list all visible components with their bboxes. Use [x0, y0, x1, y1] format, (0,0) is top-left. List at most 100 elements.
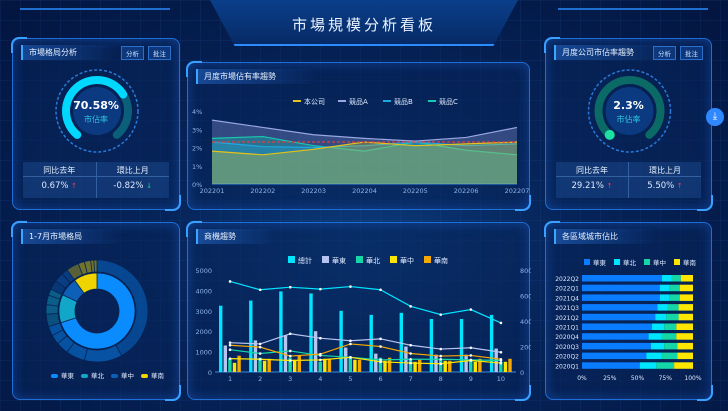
- stat-label: 環比上月: [629, 162, 701, 177]
- bar-總計: [429, 318, 434, 372]
- bar-華北: [646, 352, 662, 360]
- legend-swatch: [288, 256, 295, 263]
- annotate-button[interactable]: 批注: [148, 46, 171, 60]
- bar-華南: [676, 323, 693, 330]
- bar-華東: [582, 284, 660, 292]
- bar-華中: [666, 313, 679, 321]
- line-point: [288, 285, 292, 289]
- legend-swatch: [674, 259, 680, 265]
- line-point: [439, 362, 443, 366]
- line-point: [469, 346, 473, 350]
- bar-總計: [219, 305, 223, 372]
- bar-華北: [657, 304, 668, 311]
- y-tick-label: 0%: [192, 181, 202, 189]
- legend-swatch: [424, 256, 431, 263]
- x-tick-label: 6: [378, 375, 382, 383]
- legend-swatch: [390, 256, 397, 263]
- analyze-button[interactable]: 分析: [121, 46, 144, 60]
- line-point: [439, 347, 443, 351]
- bar-總計: [489, 314, 494, 372]
- x-tick-label: 10: [497, 375, 505, 383]
- arrow-up-icon: ↑: [676, 182, 683, 190]
- line-point: [228, 280, 232, 283]
- line-point: [288, 332, 292, 336]
- line-point: [319, 287, 322, 291]
- bar-華北: [650, 342, 665, 350]
- bar-華北: [408, 359, 413, 372]
- bar-華中: [671, 275, 681, 282]
- company-panel: 月度公司市佔率趨勢 分析 批注 2.3% 市佔率 同比去年 29.21% ↑ 環比上…: [544, 37, 713, 211]
- bar-華北: [348, 357, 352, 372]
- header-wing-right: [558, 8, 708, 24]
- line-point: [379, 360, 382, 364]
- line-華北: [229, 349, 501, 362]
- legend-label: 華東: [61, 371, 75, 380]
- x-tick-label: 9: [469, 375, 473, 383]
- x-tick-label: 202204: [352, 187, 377, 195]
- bar-總計: [309, 293, 313, 372]
- legend-swatch: [644, 259, 650, 265]
- legend-label: 華南: [434, 256, 448, 265]
- bar-華北: [469, 360, 473, 372]
- line-point: [469, 308, 473, 311]
- header: 市場規模分析看板: [210, 0, 518, 46]
- arrow-up-icon: ↑: [71, 182, 78, 190]
- line-point: [499, 350, 503, 354]
- y-tick-label: 2020Q1: [555, 363, 579, 370]
- legend-label: 華北: [623, 258, 637, 267]
- gauge-label: 市佔率: [84, 115, 108, 124]
- line-point: [349, 342, 352, 346]
- legend-label: 華東: [593, 258, 607, 267]
- line-point: [409, 343, 412, 347]
- bar-華南: [357, 359, 362, 372]
- y-tick-label: 3%: [192, 126, 202, 134]
- line-point: [439, 357, 443, 361]
- outer-segment: [50, 280, 67, 295]
- bar-華南: [676, 333, 693, 340]
- company-stats: 同比去年 29.21% ↑ 環比上月 5.50% ↑: [556, 162, 701, 198]
- legend-label: 華中: [121, 371, 134, 380]
- legend-label: 本公司: [304, 97, 325, 106]
- outer-segment: [61, 269, 75, 284]
- bar-總計: [249, 300, 253, 372]
- stat-value: 0.67%: [41, 181, 69, 191]
- outer-segment: [96, 259, 149, 357]
- annotate-button[interactable]: 批注: [680, 46, 703, 60]
- bar-華中: [232, 362, 237, 372]
- line-point: [228, 357, 232, 360]
- line-point: [228, 343, 232, 347]
- download-icon[interactable]: ⤓: [706, 108, 724, 126]
- stat-value: 29.21%: [571, 181, 604, 191]
- panel-title: 1-7月市場格局: [21, 229, 123, 244]
- bar-華北: [655, 313, 667, 321]
- bar-華北: [258, 357, 262, 372]
- bar-華東: [582, 323, 652, 330]
- outer-segment: [45, 304, 59, 315]
- bar-華中: [473, 361, 477, 372]
- y-tick-label: 0: [208, 369, 212, 377]
- analyze-button[interactable]: 分析: [653, 46, 676, 60]
- line-point: [379, 358, 382, 362]
- line-華中: [230, 356, 502, 365]
- y2-tick-label: 600: [520, 293, 531, 301]
- line-point: [409, 361, 412, 365]
- legend-swatch: [584, 259, 590, 265]
- stat-value: -0.82%: [113, 181, 144, 191]
- bar-華東: [582, 294, 660, 301]
- bar-華東: [253, 340, 258, 372]
- line-總計: [229, 280, 502, 324]
- outer-segment: [51, 329, 68, 345]
- x-tick-label: 202202: [250, 187, 275, 195]
- outer-segment: [83, 344, 123, 363]
- x-tick-label: 8: [439, 375, 443, 383]
- y-tick-label: 2020Q2: [555, 354, 579, 361]
- y-tick-label: 2021Q1: [555, 325, 579, 332]
- share-trend-panel: 月度市場佔有率趨勢 0% 1% 2% 3% 4% 202201 202202 202203 20…: [186, 61, 531, 211]
- opportunity-panel: 商機趨勢 0 1000 2000 3000 4000 5000 0 200 400 600 800 總…: [186, 221, 531, 401]
- x-tick-label: 202201: [200, 187, 225, 195]
- y-tick-label: 2022Q1: [555, 286, 579, 293]
- outer-segment: [45, 313, 61, 328]
- x-tick-label: 25%: [603, 375, 617, 382]
- legend-label: 華北: [366, 256, 380, 265]
- bar-華中: [669, 284, 680, 292]
